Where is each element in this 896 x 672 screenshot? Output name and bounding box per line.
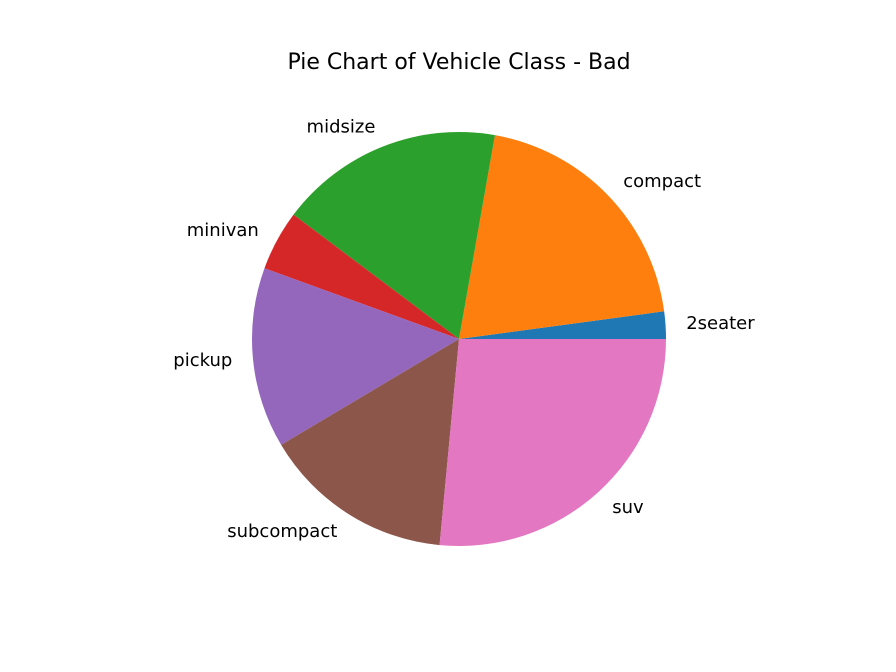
pie-slice-minivan: [264, 214, 459, 339]
slice-label-minivan: minivan: [187, 220, 259, 241]
pie-slice-midsize: [293, 131, 495, 339]
pie-labels: 2seater compact midsize minivan pickup subcom…: [173, 117, 755, 542]
pie-slice-pickup: [251, 268, 459, 445]
slice-label-2seater: 2seater: [686, 313, 755, 334]
pie-slice-compact: [459, 135, 665, 339]
slice-label-pickup: pickup: [173, 350, 232, 371]
slice-label-suv: suv: [612, 497, 644, 518]
slice-label-compact: compact: [623, 171, 701, 192]
pie-slices: [251, 131, 666, 547]
slice-label-subcompact: subcompact: [227, 521, 337, 542]
pie-slice-suv: [439, 339, 666, 547]
pie-slice-2seater: [459, 311, 666, 339]
slice-label-midsize: midsize: [307, 117, 376, 138]
pie-slice-subcompact: [281, 339, 459, 546]
chart-title: Pie Chart of Vehicle Class - Bad: [287, 50, 630, 75]
